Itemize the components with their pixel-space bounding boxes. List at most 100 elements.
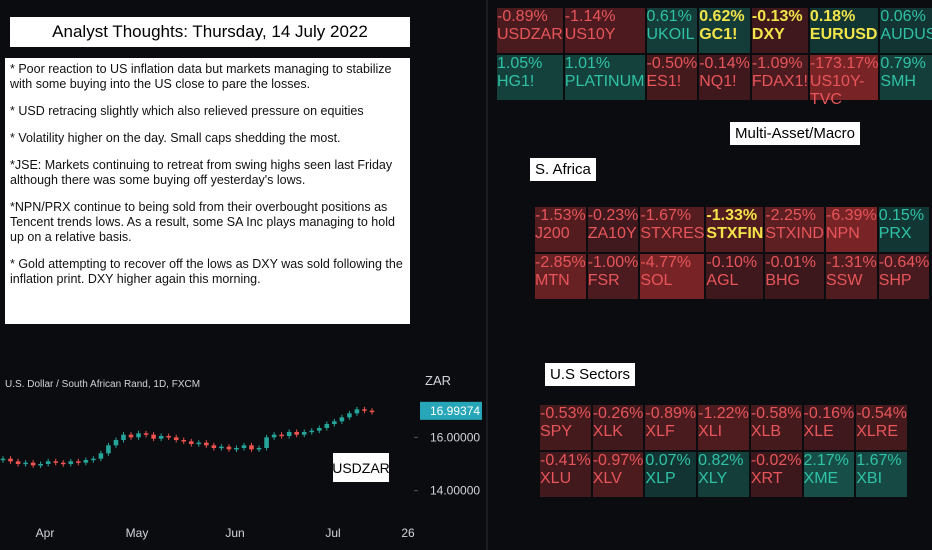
tile-change: -0.54%: [856, 405, 907, 422]
tile-name: XLV: [592, 470, 622, 487]
tile-name: SHP: [878, 272, 912, 289]
candle: [354, 409, 360, 414]
tile-change: -1.00%: [587, 254, 639, 271]
tile-change: -1.14%: [564, 8, 616, 25]
tile-change: -0.89%: [497, 8, 548, 25]
tile-change: -2.85%: [535, 254, 586, 271]
tile: -0.16% XLE: [803, 405, 855, 450]
tile-change: -6.39%: [825, 207, 877, 224]
tile: -0.26% XLK: [592, 405, 644, 450]
candle: [23, 462, 28, 465]
note: *JSE: Markets continuing to retreat from…: [10, 158, 393, 187]
tile-name: HG1!: [497, 73, 535, 90]
candle: [8, 458, 13, 462]
tile-name: XLY: [698, 470, 728, 487]
candle: [136, 433, 141, 438]
tile-change: -0.26%: [592, 405, 644, 422]
section-label: U.S Sectors: [545, 363, 636, 386]
last-price-label: 16.99374: [430, 404, 480, 418]
candle: [226, 446, 232, 450]
tile-name: USDZAR: [497, 26, 563, 43]
tile-change: 1.67%: [856, 452, 902, 469]
title: Analyst Thoughts: Thursday, 14 July 2022: [10, 17, 410, 47]
notes: * Poor reaction to US inflation data but…: [5, 58, 410, 324]
tile-name: GC1!: [699, 26, 738, 43]
tile-name: SMH: [880, 73, 916, 90]
tile-name: ES1!: [646, 73, 682, 90]
tile-change: -0.64%: [878, 254, 930, 271]
candle: [76, 461, 81, 463]
macro-grid: -0.89% USDZAR -1.14% US10Y 0.61% UKOIL 0.62% GC…: [497, 8, 932, 108]
tile-name: FDAX1!: [751, 73, 808, 90]
tile-change: -1.53%: [535, 207, 586, 224]
tile: -0.14% NQ1!: [699, 55, 750, 100]
tile: -0.13% DXY: [751, 8, 808, 53]
tile-name: SOL: [640, 272, 673, 289]
candle: [45, 461, 51, 464]
candle: [91, 458, 96, 461]
tile: -0.58% XLB: [750, 405, 802, 450]
tile-change: -0.14%: [699, 55, 750, 72]
tile-name: US10Y: [564, 26, 616, 43]
tile-name: XLRE: [856, 423, 899, 440]
candle: [256, 448, 262, 450]
tile-name: J200: [535, 225, 570, 242]
tile-change: -1.67%: [640, 207, 692, 224]
x-tick-label: Jun: [225, 526, 244, 540]
tile-name: MTN: [535, 272, 570, 289]
tile: -1.00% FSR: [587, 254, 639, 299]
tile-name: AUDUSD: [880, 26, 932, 43]
candle: [128, 434, 134, 438]
tile-name: SPY: [540, 423, 573, 440]
section-label: S. Africa: [530, 158, 596, 181]
tile: -0.01% BHG: [765, 254, 824, 299]
candle: [121, 434, 126, 440]
tile-change: 2.17%: [803, 452, 849, 469]
tile-change: -0.16%: [803, 405, 855, 422]
tile: -0.54% XLRE: [856, 405, 907, 450]
tile-change: 0.79%: [880, 55, 926, 72]
tile-name: FSR: [587, 272, 620, 289]
section-label: Multi-Asset/Macro: [730, 122, 861, 145]
tile: -0.89% XLF: [645, 405, 697, 450]
symbol-box: [333, 453, 389, 482]
candle: [196, 442, 202, 445]
note: * Volatility higher on the day. Small ca…: [10, 131, 341, 145]
candle: [362, 409, 367, 411]
tile-change: -2.25%: [765, 207, 817, 224]
tile: 0.62% GC1!: [699, 8, 750, 53]
candle: [204, 442, 209, 446]
candle: [316, 428, 322, 431]
tile-name: XBI: [856, 470, 883, 487]
tile: 2.17% XME: [803, 452, 855, 497]
tile: -0.64% SHP: [878, 254, 930, 299]
candle: [339, 417, 345, 422]
tile-name: XRT: [750, 470, 783, 487]
tile-name: AGL: [706, 272, 739, 289]
chart-title: U.S. Dollar / South African Rand, 1D, FX…: [5, 379, 200, 390]
tile-name: US10Y-TVC: [809, 73, 865, 108]
tile-change: -1.31%: [825, 254, 877, 271]
tile-change: -0.89%: [645, 405, 697, 422]
tile-name: XME: [803, 470, 839, 487]
candle: [181, 440, 187, 442]
tile: -1.53% J200: [535, 207, 586, 252]
y-tick-label: 16.00000: [430, 430, 480, 444]
tile: -6.39% NPN: [825, 207, 877, 252]
tile: -0.53% SPY: [540, 405, 591, 450]
tile-change: 0.07%: [645, 452, 691, 469]
tile-change: -1.33%: [706, 207, 758, 224]
tile: -1.09% FDAX1!: [751, 55, 808, 100]
y-axis-label: ZAR: [425, 373, 451, 388]
candle: [369, 410, 375, 413]
tile-name: XLB: [750, 423, 782, 440]
x-tick-label: 26: [401, 526, 415, 540]
candle: [113, 440, 119, 446]
x-tick-label: Apr: [36, 526, 55, 540]
tile: 1.05% HG1!: [497, 55, 563, 100]
tile-change: 0.62%: [699, 8, 745, 25]
candle: [324, 424, 330, 428]
candle: [279, 434, 284, 437]
tile: -0.41% XLU: [540, 452, 591, 497]
